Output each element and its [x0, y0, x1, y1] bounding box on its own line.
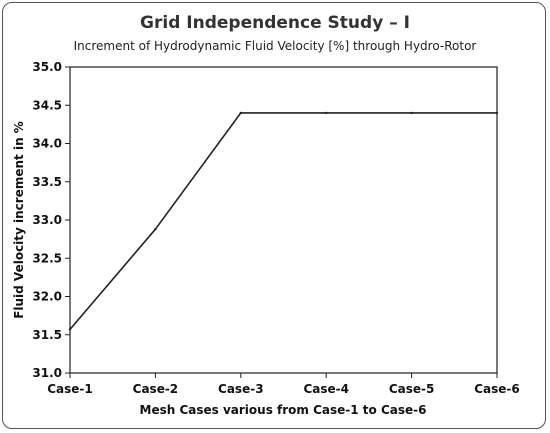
series-layer	[68, 111, 499, 331]
data-point	[495, 111, 499, 115]
y-axis-ticks: 31.0 31.5 32.0 32.5 33.0 33.5 34.0 34.5 35.0	[32, 60, 70, 380]
data-point	[154, 227, 157, 231]
y-tick-label: 35.0	[32, 60, 62, 74]
series-line	[69, 112, 497, 330]
x-tick-label: Case-3	[218, 382, 264, 396]
y-tick-label: 31.5	[32, 328, 62, 342]
y-tick-label: 33.5	[32, 175, 62, 189]
x-tick-label: Case-6	[474, 382, 520, 396]
y-tick-label: 34.0	[32, 137, 62, 151]
data-point	[325, 111, 328, 115]
x-tick-label: Case-1	[47, 382, 93, 396]
y-axis-label: Fluid Velocity increment in %	[12, 121, 26, 319]
y-tick-label: 32.0	[32, 290, 62, 304]
chart-title: Grid Independence Study – I	[140, 13, 410, 33]
data-point	[239, 111, 242, 115]
chart-subtitle: Increment of Hydrodynamic Fluid Velocity…	[74, 39, 477, 53]
data-point	[68, 328, 72, 331]
y-tick-label: 33.0	[32, 213, 62, 227]
x-tick-label: Case-4	[303, 382, 349, 396]
x-axis-label: Mesh Cases various from Case-1 to Case-6	[140, 403, 427, 417]
data-point	[410, 111, 413, 115]
x-tick-label: Case-2	[133, 382, 179, 396]
y-tick-label: 32.5	[32, 251, 62, 265]
x-tick-label: Case-5	[389, 382, 435, 396]
chart-frame	[2, 2, 546, 429]
y-tick-label: 34.5	[32, 98, 62, 112]
y-tick-label: 31.0	[32, 366, 62, 380]
x-axis-ticks: Case-1 Case-2 Case-3 Case-4 Case-5 Case-6	[47, 373, 520, 396]
